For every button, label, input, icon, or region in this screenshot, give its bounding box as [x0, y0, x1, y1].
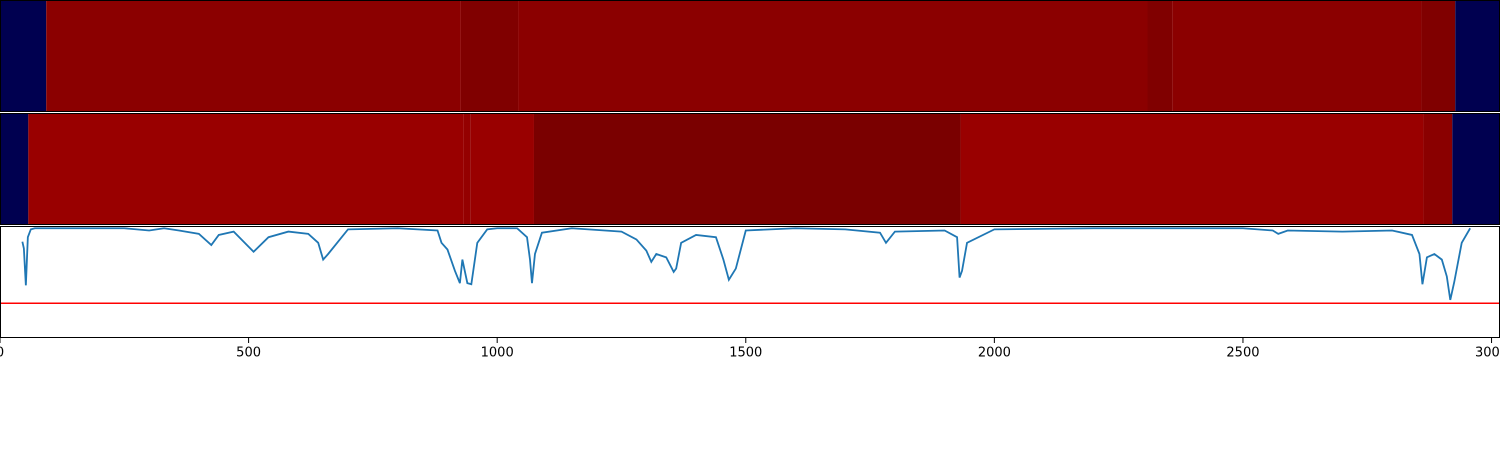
strip-segment	[960, 113, 1424, 225]
strip-segment	[1147, 0, 1173, 112]
strip-segment	[0, 0, 47, 112]
x-tick-label: 1000	[481, 346, 514, 361]
x-tick-label: 3000	[1475, 346, 1500, 361]
strip-segment	[46, 0, 461, 112]
strip-segment	[0, 113, 29, 225]
strip-segment	[1172, 0, 1422, 112]
strip-segment	[460, 0, 519, 112]
x-tick-label: 1500	[729, 346, 762, 361]
data-line	[21, 227, 1471, 301]
panel-frame	[0, 226, 1500, 338]
x-tick-label: 0	[0, 346, 4, 361]
strip-segment	[1455, 0, 1500, 112]
strip-segment	[1452, 113, 1500, 225]
strip-segment	[518, 0, 1148, 112]
x-tick-label: 2000	[978, 346, 1011, 361]
x-tick-label: 2500	[1226, 346, 1259, 361]
x-tick-label: 500	[236, 346, 261, 361]
strip-segment	[470, 113, 534, 225]
strip-segment	[1423, 113, 1453, 225]
strip-segment	[28, 113, 464, 225]
strip-segment	[463, 113, 471, 225]
strip-segment	[1421, 0, 1456, 112]
strip-segment	[533, 113, 961, 225]
